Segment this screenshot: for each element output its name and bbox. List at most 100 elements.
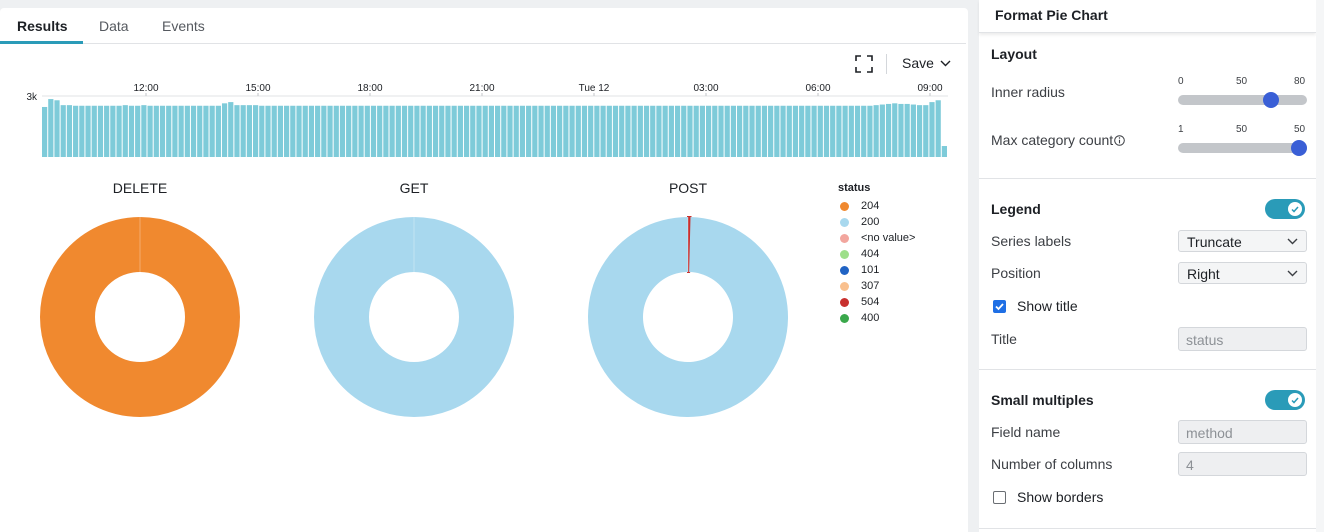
check-icon xyxy=(1291,206,1299,213)
chevron-down-icon xyxy=(1287,238,1298,245)
save-button-label: Save xyxy=(902,55,934,71)
legend-toggle-knob xyxy=(1288,202,1302,216)
show-borders-checkbox[interactable] xyxy=(993,491,1006,504)
histogram-bar xyxy=(73,105,79,157)
histogram-bar xyxy=(662,105,668,157)
histogram-bar xyxy=(594,105,600,157)
max-category-count-slider[interactable] xyxy=(1178,140,1307,156)
max-category-count-slider-thumb[interactable] xyxy=(1291,140,1307,156)
histogram-bar xyxy=(873,105,879,157)
legend-item[interactable]: <no value> xyxy=(838,230,915,246)
pie-slice-post-200[interactable] xyxy=(588,217,789,417)
check-icon xyxy=(995,303,1004,311)
histogram-bar xyxy=(184,105,190,157)
histogram-bar xyxy=(414,105,420,157)
expand-icon[interactable] xyxy=(855,55,873,73)
max-category-mid: 50 xyxy=(1236,124,1248,135)
tab-data[interactable]: Data xyxy=(99,18,129,34)
histogram-time-label: 15:00 xyxy=(245,83,270,94)
tab-results[interactable]: Results xyxy=(17,18,68,34)
legend-title-input[interactable]: status xyxy=(1178,327,1307,351)
histogram-bar xyxy=(768,105,774,157)
histogram-time-label: 12:00 xyxy=(133,83,158,94)
legend-item[interactable]: 307 xyxy=(838,278,915,294)
histogram-bar xyxy=(271,105,277,157)
histogram-bar xyxy=(507,105,513,157)
save-button[interactable]: Save xyxy=(902,55,951,71)
series-labels-select[interactable]: Truncate xyxy=(1178,230,1307,252)
toolbar-divider xyxy=(886,54,887,74)
legend-item[interactable]: 101 xyxy=(838,262,915,278)
histogram-bar xyxy=(128,105,135,157)
legend-label: 204 xyxy=(861,200,880,212)
histogram-bar xyxy=(488,105,494,157)
histogram-bar xyxy=(495,105,501,157)
histogram-bar xyxy=(836,105,842,157)
inner-radius-slider[interactable] xyxy=(1178,92,1307,108)
legend-item[interactable]: 200 xyxy=(838,214,915,230)
histogram-bar xyxy=(532,105,538,157)
histogram-bar xyxy=(612,105,619,157)
histogram-bar xyxy=(569,105,575,157)
histogram-bar xyxy=(203,105,209,157)
histogram-time-label: Tue 12 xyxy=(579,83,610,94)
histogram-bar xyxy=(817,105,823,157)
histogram-bar xyxy=(190,105,197,157)
chevron-down-icon xyxy=(940,60,951,66)
histogram-bar xyxy=(457,105,463,157)
legend-toggle[interactable] xyxy=(1265,199,1305,219)
histogram-bar xyxy=(910,104,916,157)
histogram-bar xyxy=(743,105,749,157)
inner-radius-slider-thumb[interactable] xyxy=(1262,92,1279,108)
histogram-bar xyxy=(54,100,60,157)
histogram-bar xyxy=(867,105,873,157)
position-select[interactable]: Right xyxy=(1178,262,1307,284)
legend-title-label: Title xyxy=(991,331,1017,347)
field-name-input[interactable]: method xyxy=(1178,420,1307,444)
histogram-bar xyxy=(513,105,519,157)
histogram-bar xyxy=(848,105,854,157)
histogram-bar xyxy=(749,105,755,157)
histogram-bar xyxy=(687,105,693,157)
histogram-time-label: 06:00 xyxy=(805,83,830,94)
tab-events[interactable]: Events xyxy=(162,18,205,34)
histogram-bar xyxy=(786,105,792,157)
number-of-columns-input[interactable]: 4 xyxy=(1178,452,1307,476)
histogram-bar xyxy=(935,100,941,157)
histogram-bar xyxy=(470,105,476,157)
pie-title: POST xyxy=(669,180,708,196)
histogram-bar xyxy=(265,105,271,157)
histogram-bar xyxy=(923,105,929,157)
panel-scrollbar[interactable] xyxy=(1316,0,1324,532)
histogram-bar xyxy=(941,146,947,157)
histogram-bar xyxy=(346,105,352,157)
histogram-bar xyxy=(842,105,848,157)
legend-item[interactable]: 400 xyxy=(838,310,915,326)
histogram-bar xyxy=(550,105,557,157)
pie-chart-multiples: DELETE GET POST xyxy=(40,180,789,417)
legend-item[interactable]: 504 xyxy=(838,294,915,310)
histogram-bar xyxy=(234,105,240,157)
timeline-histogram[interactable]: 3k 12:00 15:00 18:00 21:00 Tue 12 03:00 06:00 09… xyxy=(0,80,966,162)
histogram-bar xyxy=(674,105,681,157)
histogram-bar xyxy=(563,105,569,157)
field-name-label: Field name xyxy=(991,424,1061,440)
histogram-bar xyxy=(432,105,439,157)
show-title-checkbox[interactable] xyxy=(993,300,1006,313)
histogram-time-label: 18:00 xyxy=(357,83,382,94)
histogram-bar xyxy=(861,105,867,157)
histogram-bar xyxy=(581,105,588,157)
histogram-bar xyxy=(159,105,166,157)
legend-item[interactable]: 204 xyxy=(838,198,915,214)
small-multiples-toggle[interactable] xyxy=(1265,390,1305,410)
legend-swatch xyxy=(840,281,849,291)
histogram-bar xyxy=(284,105,290,157)
histogram-bar xyxy=(730,105,737,157)
legend-item[interactable]: 404 xyxy=(838,246,915,262)
pie-title: DELETE xyxy=(113,180,167,196)
histogram-bar xyxy=(48,99,54,157)
series-labels-value: Truncate xyxy=(1187,234,1242,250)
histogram-bar xyxy=(135,105,141,157)
legend-swatch xyxy=(840,201,849,211)
position-label: Position xyxy=(991,265,1041,281)
